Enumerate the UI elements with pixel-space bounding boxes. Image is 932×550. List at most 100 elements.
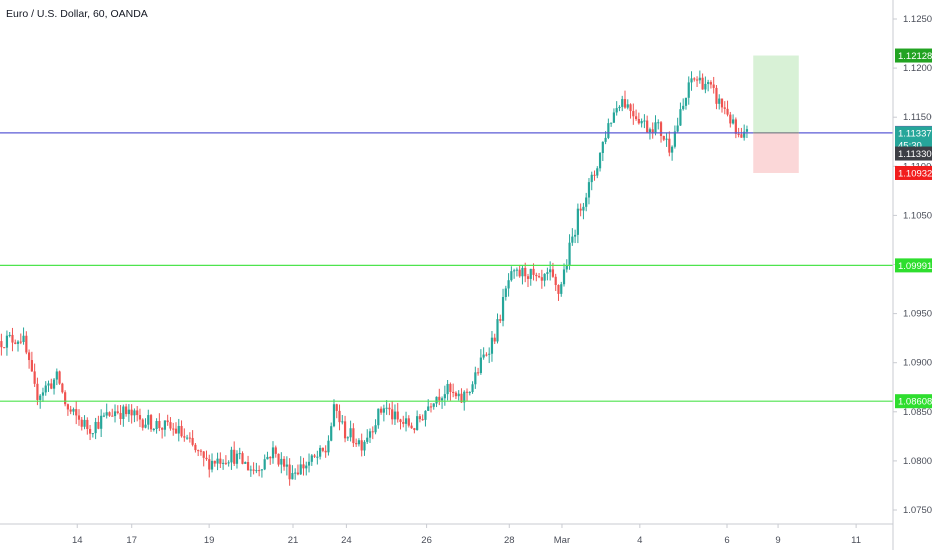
candle-body <box>496 319 499 342</box>
x-tick-label: 9 <box>775 535 780 546</box>
candle-body <box>621 99 624 107</box>
candle-body <box>166 420 169 423</box>
candle-body <box>396 411 399 420</box>
candle-body <box>188 437 191 439</box>
candle-body <box>366 437 369 442</box>
candle-body <box>562 269 566 285</box>
candle-body <box>643 120 646 122</box>
candle-body <box>707 82 710 84</box>
candle-body <box>551 269 555 277</box>
x-tick-label: 26 <box>421 535 432 546</box>
candle-body <box>238 453 241 455</box>
candle-body <box>598 153 602 169</box>
candle-body <box>161 428 164 430</box>
candle-body <box>319 447 322 457</box>
candle-body <box>665 138 668 140</box>
candle-body <box>612 112 616 123</box>
candle-body <box>191 437 194 445</box>
y-tick-label: 1.11500 <box>903 112 932 123</box>
position-loss-zone[interactable] <box>753 132 799 173</box>
candle-body <box>546 272 549 274</box>
candle-body <box>377 408 380 426</box>
candle-body <box>282 458 286 467</box>
y-tick-label: 1.09000 <box>903 358 932 369</box>
candle-body <box>529 268 532 279</box>
candle-body <box>568 242 571 266</box>
candle-body <box>404 418 408 424</box>
x-tick-label: 19 <box>204 535 215 546</box>
candle-body <box>169 422 172 429</box>
price-tag-label: 1.08608 <box>898 397 932 408</box>
candle-body <box>141 419 144 428</box>
candle-body <box>28 352 31 361</box>
candle-body <box>634 116 638 120</box>
candle-body <box>482 354 485 358</box>
candle-body <box>424 410 427 420</box>
candle-body <box>507 280 510 289</box>
candle-body <box>368 431 372 438</box>
candle-body <box>640 120 643 124</box>
candle-body <box>504 288 507 297</box>
price-tag-label: 45:30 <box>898 141 922 152</box>
candle-body <box>149 415 153 430</box>
position-profit-zone[interactable] <box>753 55 799 133</box>
candle-body <box>418 416 421 420</box>
candle-body <box>443 394 446 399</box>
x-tick-label: 24 <box>341 535 352 546</box>
candle-body <box>80 419 83 427</box>
candle-body <box>363 441 366 451</box>
candle-body <box>734 119 737 134</box>
candle-body <box>449 383 452 392</box>
candle-body <box>280 458 283 465</box>
candle-body <box>213 460 216 464</box>
candle-body <box>499 319 502 321</box>
candle-body <box>432 403 435 407</box>
price-tag-label: 1.10932 <box>898 168 932 179</box>
candle-body <box>113 411 117 417</box>
candle-body <box>435 396 438 404</box>
candle-body <box>726 108 729 115</box>
candle-body <box>596 168 599 176</box>
candle-body <box>230 449 233 463</box>
candle-body <box>97 421 100 429</box>
candle-body <box>174 428 178 434</box>
price-tag-label: 1.09991 <box>898 261 932 272</box>
candle-body <box>321 447 324 451</box>
candle-body <box>285 464 288 467</box>
candle-body <box>382 408 385 413</box>
candle-body <box>629 104 632 112</box>
x-tick-label: 17 <box>126 535 137 546</box>
candle-body <box>122 406 125 419</box>
x-tick-label: 28 <box>504 535 515 546</box>
candle-body <box>729 114 732 124</box>
candle-body <box>623 99 627 108</box>
candle-body <box>651 129 654 134</box>
candle-body <box>535 274 538 277</box>
candle-body <box>626 104 629 108</box>
candle-body <box>269 456 272 459</box>
candle-body <box>105 412 108 416</box>
candle-body <box>249 469 252 471</box>
y-tick-label: 1.08000 <box>903 456 932 467</box>
candle-body <box>615 108 618 113</box>
candle-body <box>438 396 441 401</box>
candle-body <box>91 433 94 435</box>
candle-body <box>338 410 341 423</box>
candle-body <box>260 469 264 471</box>
candle-body <box>194 444 197 451</box>
candle-body <box>399 419 402 422</box>
candle-body <box>587 182 591 198</box>
candle-body <box>5 335 9 348</box>
candle-body <box>172 428 175 430</box>
x-tick-label: Mar <box>554 535 570 546</box>
candle-body <box>335 404 338 411</box>
candle-body <box>576 208 579 235</box>
candle-body <box>152 429 155 431</box>
candle-body <box>659 122 663 137</box>
candle-body <box>709 82 713 85</box>
candle-body <box>61 383 64 393</box>
candle-body <box>679 109 682 126</box>
y-tick-label: 1.08500 <box>903 407 932 418</box>
candle-body <box>671 146 674 153</box>
candle-body <box>202 451 205 458</box>
